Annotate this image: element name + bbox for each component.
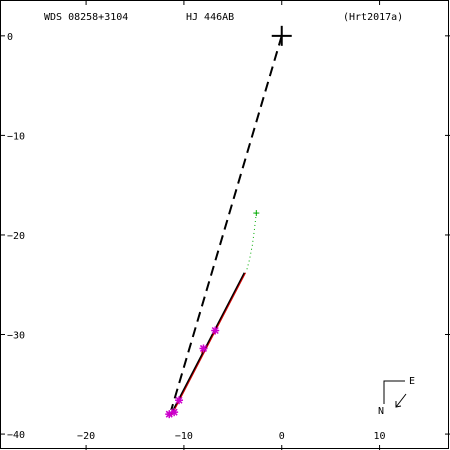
- wds-label: WDS 08258+3104: [44, 12, 128, 23]
- chart-marks: [165, 25, 292, 419]
- compass-direction-arrow: [395, 393, 407, 408]
- observation-stroke: [211, 327, 219, 335]
- reference-label: (Hrt2017a): [343, 12, 403, 23]
- observation-stroke: [175, 396, 183, 404]
- observation-point: [175, 396, 184, 405]
- compass: E N: [378, 376, 415, 417]
- y-tick-label: −20: [7, 231, 25, 242]
- observation-point: [199, 344, 208, 353]
- observation-stroke: [199, 344, 208, 352]
- axis-tick-labels: −20 −10 0 10 0 −10 −20 −30 −40: [7, 32, 386, 442]
- y-tick-label: −40: [7, 430, 25, 441]
- compass-north-label: N: [378, 406, 384, 417]
- orbit-segment: [169, 272, 246, 417]
- y-tick-label: −10: [7, 131, 25, 142]
- x-tick-label: 10: [374, 431, 386, 442]
- observation-point: [170, 408, 179, 417]
- x-tick-label: 0: [279, 431, 285, 442]
- y-tick-label: 0: [7, 32, 13, 43]
- compass-arrowhead: [395, 401, 402, 408]
- x-tick-label: −20: [77, 431, 95, 442]
- orbit-segment-red: [170, 272, 247, 417]
- companion-dashed-line: [170, 35, 283, 411]
- green-dotted-path: [246, 212, 257, 271]
- y-tick-label: −30: [7, 331, 25, 342]
- compass-axes: [383, 380, 405, 404]
- compass-east-label: E: [409, 376, 415, 387]
- observation-point: [211, 326, 220, 335]
- discoverer-label: HJ 446AB: [186, 12, 234, 23]
- observation-stroke: [170, 408, 178, 416]
- x-tick-label: −10: [175, 431, 193, 442]
